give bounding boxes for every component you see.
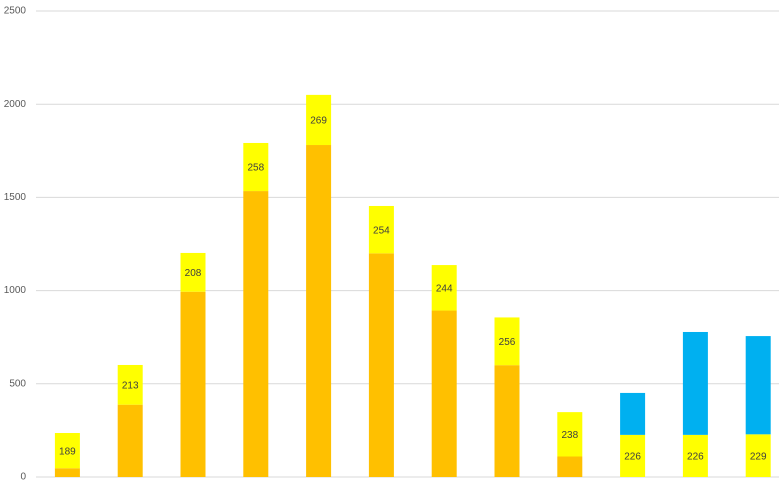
data-label: 254 [373, 225, 390, 236]
bar-segment [557, 412, 583, 457]
data-label: 269 [310, 116, 327, 127]
bar-segment [306, 94, 332, 146]
data-label: 258 [247, 163, 264, 174]
bar-segment [431, 265, 457, 311]
y-tick-label: 0 [20, 472, 26, 482]
data-label: 189 [59, 446, 76, 457]
bar-segment [494, 317, 520, 366]
bar-segment [180, 252, 206, 292]
y-tick-label: 2000 [4, 99, 27, 110]
bar-segment [117, 404, 143, 477]
bar-segment [557, 456, 583, 477]
data-label: 226 [624, 452, 641, 463]
bar-segment [682, 434, 708, 477]
data-label: 213 [122, 380, 139, 391]
data-label: 229 [750, 451, 767, 462]
y-tick-label: 1500 [4, 192, 27, 203]
bar-segment [620, 392, 646, 435]
bar-segment [117, 364, 143, 405]
data-label: 208 [185, 268, 202, 279]
bar-segment [243, 191, 269, 478]
bar-segment [306, 145, 332, 477]
y-tick-label: 1000 [4, 285, 27, 296]
data-label: 256 [499, 337, 516, 348]
data-label: 226 [687, 452, 704, 463]
bar-segment [431, 310, 457, 477]
bar-segment [745, 434, 771, 477]
bar-segment [54, 433, 80, 469]
bar-segment [368, 253, 394, 477]
bar-segment [682, 331, 708, 435]
bar-segment [620, 434, 646, 477]
bar-segment [494, 365, 520, 477]
bar-segment [54, 468, 80, 477]
bar-segment [368, 205, 394, 254]
bar-segment [243, 142, 269, 192]
data-label: 244 [436, 283, 453, 294]
bar-segment [180, 291, 206, 477]
y-tick-label: 2500 [4, 6, 27, 17]
bar-segment [745, 336, 771, 435]
data-label: 238 [561, 430, 578, 441]
y-tick-label: 500 [9, 378, 26, 389]
